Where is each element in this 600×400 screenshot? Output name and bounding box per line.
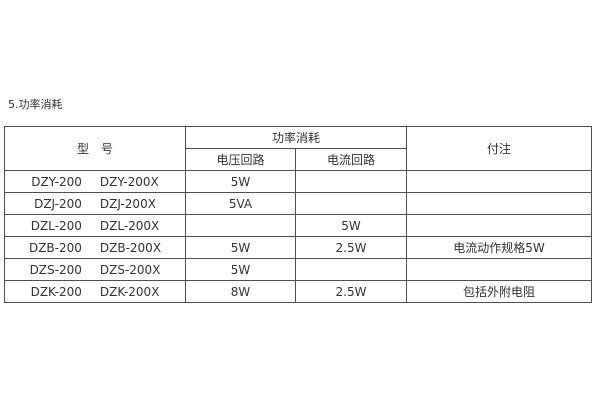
cell-current: 5W — [294, 214, 408, 237]
model-name: DZS-200 — [29, 262, 82, 277]
cell-model: DZJ-200 DZJ-200X — [4, 192, 186, 215]
cell-model: DZB-200 DZB-200X — [4, 236, 186, 259]
cell-note: 电流动作规格5W — [406, 236, 593, 259]
header-cell-note: 付注 — [406, 126, 593, 171]
cell-voltage: 5W — [185, 258, 296, 281]
model-pair: DZL-200 DZL-200X — [31, 219, 160, 233]
cell-current — [294, 170, 408, 193]
cell-note — [406, 192, 593, 215]
model-name-variant: DZK-200X — [99, 284, 160, 299]
cell-model: DZY-200 DZY-200X — [4, 170, 186, 193]
cell-model: DZK-200 DZK-200X — [4, 280, 186, 303]
cell-note — [406, 170, 593, 193]
model-name-variant: DZJ-200X — [99, 196, 156, 211]
model-name: DZB-200 — [28, 240, 82, 255]
cell-voltage: 5W — [185, 236, 296, 259]
table-row: DZB-200 DZB-200X 5W 2.5W 电流动作规格5W — [4, 236, 593, 259]
cell-current: 2.5W — [294, 280, 408, 303]
cell-current — [294, 192, 408, 215]
model-name-variant: DZL-200X — [99, 218, 160, 233]
table-row: DZJ-200 DZJ-200X 5VA — [4, 192, 593, 215]
cell-current — [294, 258, 408, 281]
model-pair: DZS-200 DZS-200X — [30, 263, 161, 277]
cell-voltage — [185, 214, 296, 237]
table-row: DZK-200 DZK-200X 8W 2.5W 包括外附电阻 — [4, 280, 593, 303]
model-pair: DZJ-200 DZJ-200X — [34, 197, 156, 211]
model-name: DZY-200 — [31, 174, 82, 189]
header-cell-current-circuit: 电流回路 — [294, 148, 408, 171]
cell-model: DZS-200 DZS-200X — [4, 258, 186, 281]
table-row: DZS-200 DZS-200X 5W — [4, 258, 593, 281]
header-row-top: 型 号 功率消耗 付注 — [4, 126, 593, 171]
power-consumption-table: 型 号 功率消耗 付注 电压回路 电流回路 DZY-200 DZY-200X 5… — [4, 126, 593, 303]
cell-voltage: 8W — [185, 280, 296, 303]
header-cell-voltage-circuit: 电压回路 — [185, 148, 296, 171]
cell-note — [406, 214, 593, 237]
cell-model: DZL-200 DZL-200X — [4, 214, 186, 237]
model-name-variant: DZY-200X — [99, 174, 159, 189]
cell-voltage: 5VA — [185, 192, 296, 215]
model-name: DZL-200 — [30, 218, 82, 233]
section-heading: 5.功率消耗 — [8, 98, 63, 111]
cell-current: 2.5W — [294, 236, 408, 259]
cell-note — [406, 258, 593, 281]
cell-note: 包括外附电阻 — [406, 280, 593, 303]
model-name-variant: DZB-200X — [99, 240, 162, 255]
table-row: DZY-200 DZY-200X 5W — [4, 170, 593, 193]
header-cell-power: 功率消耗 — [184, 126, 408, 149]
model-name-variant: DZS-200X — [99, 262, 161, 277]
cell-voltage: 5W — [185, 170, 296, 193]
model-name: DZK-200 — [30, 284, 82, 299]
model-name: DZJ-200 — [34, 196, 82, 211]
model-pair: DZB-200 DZB-200X — [29, 241, 161, 255]
header-cell-model: 型 号 — [4, 126, 186, 171]
model-pair: DZK-200 DZK-200X — [31, 285, 160, 299]
table-row: DZL-200 DZL-200X 5W — [4, 214, 593, 237]
model-pair: DZY-200 DZY-200X — [31, 175, 158, 189]
